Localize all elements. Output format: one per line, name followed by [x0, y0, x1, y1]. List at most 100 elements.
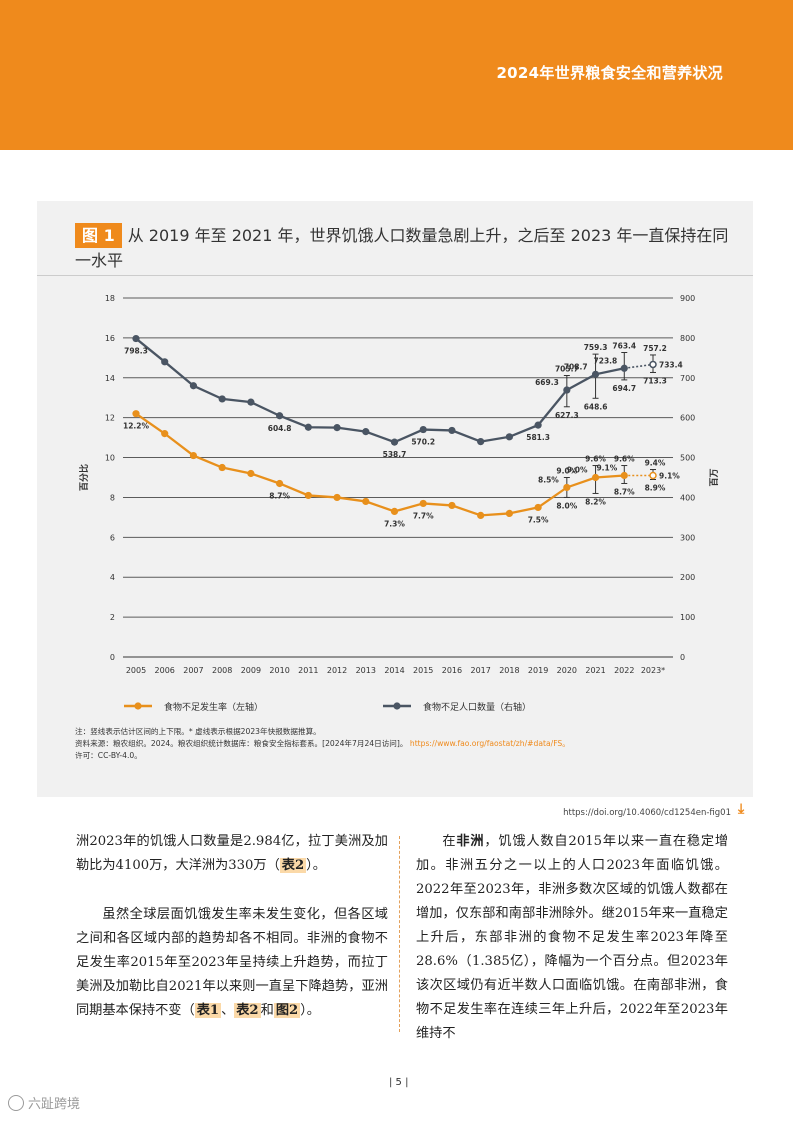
data-point [448, 501, 456, 510]
y-right-tick-label: 600 [680, 414, 695, 423]
data-label: 798.3 [124, 347, 148, 356]
data-point [362, 497, 370, 506]
data-point [276, 412, 284, 420]
data-point [563, 483, 571, 492]
data-point [591, 473, 600, 482]
x-tick-label: 2009 [241, 666, 261, 675]
data-point [390, 507, 399, 516]
series-line [135, 412, 625, 517]
y-left-tick-label: 6 [110, 533, 115, 542]
download-icon[interactable]: ⤓ [738, 801, 745, 817]
data-point [477, 438, 485, 446]
data-point [620, 364, 628, 372]
data-label: 12.2% [123, 422, 150, 431]
data-point [477, 511, 485, 519]
y-left-tick-label: 2 [110, 613, 115, 622]
data-point [505, 509, 513, 517]
figure-divider [37, 275, 753, 276]
ci-mid-label: 723.8 [594, 356, 618, 365]
y-right-axis-title: 百万 [709, 468, 720, 486]
data-label: 570.2 [411, 438, 435, 447]
table-ref-link[interactable]: 表2 [234, 1003, 261, 1018]
y-left-axis-title: 百分比 [78, 464, 90, 491]
data-label: 604.8 [268, 424, 292, 433]
y-left-tick-label: 12 [105, 414, 115, 423]
region-name: 非洲 [456, 834, 485, 849]
y-right-tick-label: 300 [680, 533, 695, 542]
data-label: 538.7 [383, 450, 407, 459]
data-point [189, 451, 198, 460]
paragraph: 在非洲，饥饿人数自2015年以来一直在稳定增加。非洲五分之一以上的人口2023年… [416, 834, 729, 1041]
ci-low-label: 8.0% [556, 501, 577, 510]
watermark-logo-icon [8, 1094, 24, 1111]
ci-high-label: 757.2 [643, 344, 667, 353]
data-point [534, 503, 542, 512]
data-point [534, 421, 542, 429]
y-left-tick-label: 18 [105, 294, 115, 303]
ci-high-label: 9.6% [614, 455, 635, 464]
x-tick-label: 2007 [183, 666, 203, 675]
y-right-tick-label: 900 [680, 294, 695, 303]
ci-mid-label: 9.1% [659, 472, 680, 481]
ci-low-label: 8.7% [614, 487, 635, 496]
header-band: 2024年世界粮食安全和营养状况 [0, 0, 793, 150]
y-left-tick-label: 0 [110, 653, 115, 662]
ci-mid-label: 669.3 [535, 378, 559, 387]
data-point [591, 370, 600, 378]
ci-mid-label: 8.5% [538, 475, 559, 484]
ci-mid-label: 9.0% [567, 466, 588, 475]
ci-low-label: 8.9% [645, 483, 666, 492]
ci-high-label: 759.3 [584, 343, 608, 352]
report-title: 2024年世界粮食安全和营养状况 [496, 64, 723, 82]
x-tick-label: 2014 [384, 666, 404, 675]
y-left-tick-label: 4 [110, 573, 115, 582]
data-point [218, 463, 226, 472]
x-tick-label: 2010 [269, 666, 289, 675]
figure-ref-link[interactable]: 图2 [273, 1003, 301, 1018]
table-ref-link[interactable]: 表1 [194, 1003, 222, 1018]
x-tick-label: 2015 [413, 666, 433, 675]
ci-high-label: 763.4 [612, 341, 636, 350]
x-tick-label: 2023* [641, 666, 665, 675]
paragraph: 虽然全球层面饥饿发生率未发生变化，但各区域之间和各区域内部的趋势却各不相同。非洲… [76, 907, 388, 1018]
data-point [649, 471, 657, 480]
figure-source-url[interactable]: https://www.fao.org/faostat/zh/#data/FS。 [409, 739, 570, 748]
data-point [390, 438, 399, 446]
hunger-line-chart: 0 2 4 6 8 10 12 14 16 18 0 100 200 300 400 500 600 700 800… [78, 294, 720, 711]
watermark-text: 六趾跨境 [28, 1097, 81, 1112]
y-right-tick-label: 0 [680, 653, 685, 662]
body-column-left: 洲2023年的饥饿人口数量是2.984亿，拉丁美洲及加勒比为4100万，大洋洲为… [76, 830, 388, 1023]
data-point [132, 410, 140, 418]
y-left-tick-label: 10 [105, 454, 115, 463]
x-tick-label: 2019 [528, 666, 548, 675]
ci-mid-label: 733.4 [659, 360, 683, 369]
x-tick-label: 2012 [327, 666, 347, 675]
watermark: 六趾跨境 [8, 1093, 80, 1112]
ci-mid-label: 708.7 [564, 362, 588, 371]
doi-link[interactable]: https://doi.org/10.4060/cd1254en-fig01 [563, 808, 731, 818]
x-tick-label: 2008 [212, 666, 232, 675]
data-point [620, 471, 628, 480]
ci-low-label: 648.6 [584, 402, 608, 411]
data-point [276, 479, 284, 488]
x-tick-label: 2021 [585, 666, 605, 675]
table-ref-link[interactable]: 表2 [279, 858, 307, 873]
figure-notes: 注：竖线表示估计区间的上下限。* 虚线表示根据2023年快报数据推算。 资料来源… [75, 726, 735, 762]
x-tick-label: 2022 [614, 666, 634, 675]
figure-source: 资料来源：粮农组织。2024。粮农组织统计数据库：粮食安全指标套系。[2024年… [75, 738, 735, 750]
ci-high-label: 9.0% [556, 467, 577, 476]
y-right-tick-label: 500 [680, 454, 695, 463]
data-point [333, 493, 341, 502]
data-point [333, 424, 341, 432]
data-point [448, 426, 456, 435]
x-tick-label: 2006 [155, 666, 175, 675]
y-right-tick-label: 400 [680, 493, 695, 502]
data-point [362, 428, 370, 436]
data-label: 7.3% [384, 519, 405, 528]
data-label: 7.5% [528, 515, 549, 524]
ci-mid-label: 9.1% [596, 464, 617, 473]
x-tick-label: 2018 [499, 666, 519, 675]
legend-label: 食物不足发生率（左轴） [164, 701, 263, 711]
data-point [161, 430, 169, 438]
